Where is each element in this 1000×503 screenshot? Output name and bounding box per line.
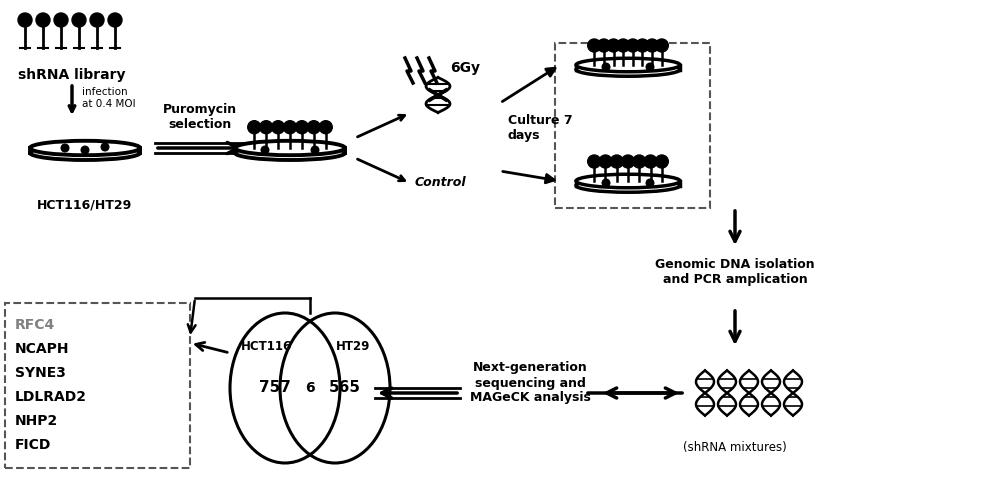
Text: 6Gy: 6Gy (450, 61, 480, 75)
Circle shape (607, 39, 620, 52)
Ellipse shape (235, 145, 345, 160)
Circle shape (311, 146, 319, 154)
Circle shape (295, 121, 308, 134)
Circle shape (261, 146, 269, 154)
Circle shape (617, 39, 630, 52)
Text: Control: Control (415, 177, 467, 190)
Text: Puromycin
selection: Puromycin selection (163, 103, 237, 131)
Circle shape (18, 13, 32, 27)
Circle shape (588, 155, 601, 168)
Ellipse shape (576, 63, 680, 76)
Circle shape (588, 39, 601, 52)
Text: shRNA library: shRNA library (18, 68, 126, 82)
Circle shape (597, 39, 610, 52)
Text: HCT116/HT29: HCT116/HT29 (37, 198, 133, 211)
Text: 6: 6 (305, 381, 315, 395)
Circle shape (108, 13, 122, 27)
Text: HCT116: HCT116 (241, 340, 293, 353)
Circle shape (646, 39, 659, 52)
Circle shape (602, 63, 610, 71)
Circle shape (284, 121, 296, 134)
Text: Culture 7
days: Culture 7 days (508, 114, 573, 142)
Text: RFC4: RFC4 (15, 318, 55, 332)
Circle shape (626, 39, 639, 52)
Circle shape (646, 63, 654, 71)
Circle shape (90, 13, 104, 27)
Text: NHP2: NHP2 (15, 414, 58, 428)
Circle shape (36, 13, 50, 27)
Circle shape (260, 121, 273, 134)
Circle shape (319, 121, 332, 134)
Text: Genomic DNA isolation
and PCR amplication: Genomic DNA isolation and PCR amplicatio… (655, 258, 815, 286)
Text: SYNE3: SYNE3 (15, 366, 66, 380)
Circle shape (610, 155, 623, 168)
Circle shape (633, 155, 646, 168)
Ellipse shape (576, 179, 680, 192)
Text: 757: 757 (259, 380, 291, 395)
Ellipse shape (576, 174, 680, 188)
Circle shape (248, 121, 261, 134)
Text: (shRNA mixtures): (shRNA mixtures) (683, 441, 787, 454)
Circle shape (655, 155, 668, 168)
Text: HT29: HT29 (336, 340, 370, 353)
Text: NCAPH: NCAPH (15, 342, 70, 356)
Text: infection
at 0.4 MOI: infection at 0.4 MOI (82, 87, 136, 109)
Circle shape (101, 143, 109, 151)
Circle shape (599, 155, 612, 168)
Circle shape (636, 39, 649, 52)
Ellipse shape (30, 145, 140, 160)
Circle shape (272, 121, 285, 134)
Circle shape (602, 179, 610, 187)
Circle shape (54, 13, 68, 27)
Text: FICD: FICD (15, 438, 51, 452)
Text: 565: 565 (329, 380, 361, 395)
Circle shape (646, 179, 654, 187)
Circle shape (655, 39, 668, 52)
Circle shape (622, 155, 635, 168)
Ellipse shape (235, 141, 345, 155)
Ellipse shape (576, 58, 680, 72)
Circle shape (61, 144, 69, 152)
Text: Next-generation
sequencing and
MAGeCK analysis: Next-generation sequencing and MAGeCK an… (470, 362, 590, 404)
Circle shape (72, 13, 86, 27)
Circle shape (81, 146, 89, 154)
Text: LDLRAD2: LDLRAD2 (15, 390, 87, 404)
Circle shape (644, 155, 657, 168)
Circle shape (307, 121, 320, 134)
Ellipse shape (30, 141, 140, 155)
